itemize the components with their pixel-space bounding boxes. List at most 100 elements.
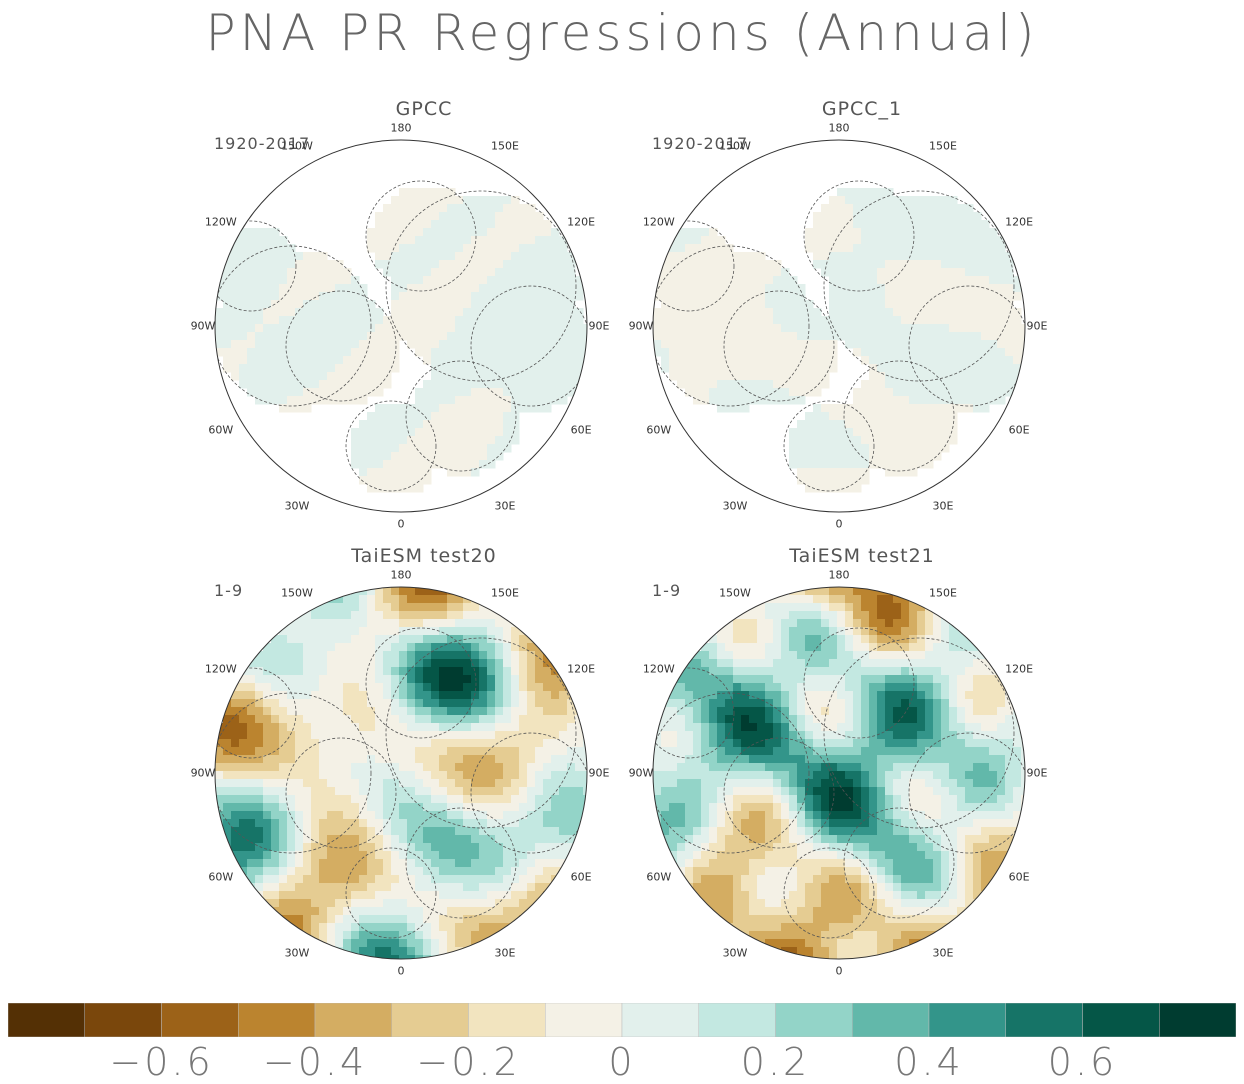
colorbar-tick-label: −0.2 xyxy=(416,1040,521,1084)
colorbar-segment xyxy=(1159,1003,1236,1037)
longitude-label: 30W xyxy=(722,946,748,960)
panel-period: 1-9 xyxy=(652,581,682,600)
longitude-label: 120W xyxy=(642,662,675,676)
longitude-label: 60W xyxy=(646,870,672,884)
longitude-label: 60W xyxy=(208,423,234,437)
coastlines xyxy=(653,180,1025,492)
panel-period: 1920-2017 xyxy=(214,134,311,153)
panel-title: TaiESM test20 xyxy=(351,545,497,567)
colorbar-tick-label: −0.4 xyxy=(262,1040,368,1084)
colorbar-segment xyxy=(852,1003,930,1037)
coastlines xyxy=(653,627,1025,939)
longitude-label: 90W xyxy=(628,766,654,780)
longitude-label: 150W xyxy=(719,139,751,153)
longitude-label: 120E xyxy=(567,215,596,229)
longitude-label: 30W xyxy=(284,946,310,960)
colorbar-segment xyxy=(545,1003,623,1037)
longitude-label: 150E xyxy=(491,586,519,600)
precip-field xyxy=(215,188,587,493)
longitude-label: 0 xyxy=(835,517,843,531)
colorbar-segment xyxy=(8,1003,85,1037)
colorbar-segment xyxy=(391,1003,469,1037)
map-boundary xyxy=(652,139,1026,513)
colorbar-segment xyxy=(468,1003,546,1037)
longitude-label: 30E xyxy=(932,499,954,513)
colorbar-segment xyxy=(698,1003,776,1037)
longitude-label: 150W xyxy=(281,139,313,153)
colorbar-tick-label: 0.6 xyxy=(1047,1040,1118,1084)
panel-title: TaiESM test21 xyxy=(789,545,935,567)
colorbar-segment xyxy=(161,1003,239,1037)
longitude-label: 60E xyxy=(570,423,592,437)
panel-title: GPCC xyxy=(395,98,453,120)
longitude-label: 150W xyxy=(719,586,751,600)
longitude-label: 120E xyxy=(1005,215,1034,229)
longitude-label: 120E xyxy=(1005,662,1034,676)
longitude-label: 150E xyxy=(929,586,957,600)
longitude-label: 120W xyxy=(642,215,675,229)
longitude-label: 30E xyxy=(932,946,954,960)
map-panel: GPCC 1920-2017 180 150E 120E 90E 60E 30E 0 30W 60W… xyxy=(191,98,634,538)
longitude-label: 60E xyxy=(1008,423,1030,437)
polar-map xyxy=(652,139,1026,513)
longitude-label: 90E xyxy=(588,766,610,780)
longitude-label: 30W xyxy=(722,499,748,513)
map-panel: TaiESM test20 1-9 180 150E 120E 90E 60E 30E 0 30W… xyxy=(191,545,634,985)
polar-map xyxy=(214,139,588,513)
panel-period: 1-9 xyxy=(214,581,244,600)
longitude-label: 60E xyxy=(570,870,592,884)
panel-period: 1920-2017 xyxy=(652,134,749,153)
longitude-label: 120W xyxy=(204,662,237,676)
colorbar-segment xyxy=(1005,1003,1083,1037)
colorbar-tick-label: 0.2 xyxy=(740,1040,811,1084)
colorbar xyxy=(8,1003,1236,1037)
map-panel: TaiESM test21 1-9 180 150E 120E 90E 60E 30E 0 30W… xyxy=(629,545,1072,985)
precip-field xyxy=(215,587,587,959)
coastlines xyxy=(215,180,587,492)
colorbar-segment xyxy=(238,1003,316,1037)
map-boundary xyxy=(652,586,1026,960)
longitude-label: 0 xyxy=(835,964,843,978)
colorbar-tick-label: 0.4 xyxy=(894,1040,964,1084)
precip-field xyxy=(653,188,1025,493)
panel-title: GPCC_1 xyxy=(821,98,903,120)
longitude-label: 120E xyxy=(567,662,596,676)
longitude-label: 180 xyxy=(390,568,412,582)
longitude-label: 150E xyxy=(929,139,957,153)
longitude-label: 60W xyxy=(646,423,672,437)
longitude-label: 180 xyxy=(828,121,850,135)
figure-title: PNA PR Regressions (Annual) xyxy=(205,4,1039,62)
longitude-label: 180 xyxy=(828,568,850,582)
longitude-label: 120W xyxy=(204,215,237,229)
longitude-label: 60E xyxy=(1008,870,1030,884)
longitude-label: 90W xyxy=(628,319,654,333)
longitude-label: 30E xyxy=(494,499,516,513)
longitude-label: 90W xyxy=(190,319,216,333)
coastlines xyxy=(215,627,587,939)
map-panel: GPCC_1 1920-2017 180 150E 120E 90E 60E 30E 0 30W 6… xyxy=(629,98,1072,538)
polar-map xyxy=(652,586,1026,960)
longitude-label: 0 xyxy=(397,964,405,978)
longitude-label: 150W xyxy=(281,586,313,600)
map-boundary xyxy=(214,139,588,513)
colorbar-segment xyxy=(84,1003,162,1037)
longitude-label: 30W xyxy=(284,499,310,513)
polar-map xyxy=(214,586,588,960)
colorbar-segment xyxy=(928,1003,1006,1037)
map-boundary xyxy=(214,586,588,960)
colorbar-tick-label: 0 xyxy=(608,1040,636,1084)
longitude-label: 90E xyxy=(1026,319,1048,333)
longitude-label: 90E xyxy=(1026,766,1048,780)
colorbar-tick-label: −0.6 xyxy=(109,1040,214,1084)
colorbar-segment xyxy=(1082,1003,1160,1037)
longitude-label: 180 xyxy=(390,121,412,135)
colorbar-segment xyxy=(621,1003,699,1037)
longitude-label: 150E xyxy=(491,139,519,153)
longitude-label: 0 xyxy=(397,517,405,531)
longitude-label: 30E xyxy=(494,946,516,960)
longitude-label: 90E xyxy=(588,319,610,333)
colorbar-segment xyxy=(775,1003,853,1037)
colorbar-segment xyxy=(314,1003,392,1037)
longitude-label: 60W xyxy=(208,870,234,884)
longitude-label: 90W xyxy=(190,766,216,780)
